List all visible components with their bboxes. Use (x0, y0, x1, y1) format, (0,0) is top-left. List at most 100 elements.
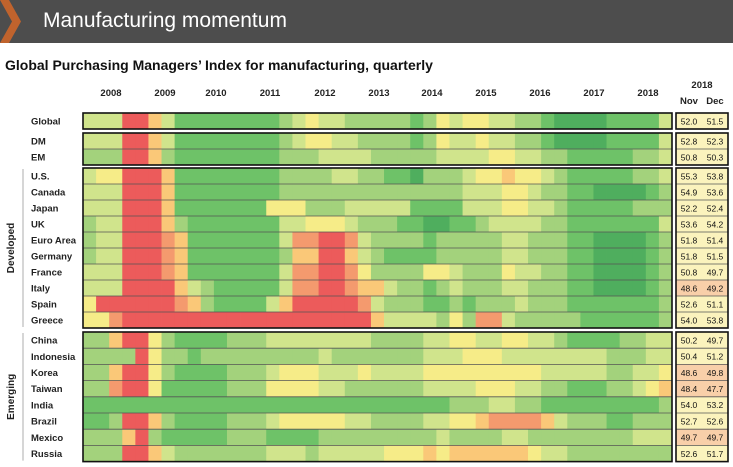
heat-cell-spain-44 (658, 296, 673, 312)
heat-cell-indonesia-22 (370, 348, 385, 365)
heat-cell-japan-44 (658, 200, 673, 216)
heat-cell-em-16 (292, 149, 306, 165)
heat-cell-germany-40 (606, 248, 621, 264)
heat-cell-u-s-43 (645, 168, 660, 184)
value-cell-taiwan (676, 380, 728, 397)
heat-cell-greece-36 (554, 312, 568, 328)
heat-cell-india-34 (528, 396, 542, 413)
heat-cell-canada-5 (148, 184, 162, 200)
heat-cell-greece-20 (344, 312, 359, 328)
heat-cell-em-7 (174, 149, 189, 165)
heat-cell-dm-10 (213, 133, 228, 149)
heat-cell-italy-36 (554, 280, 568, 296)
heat-cell-indonesia-37 (567, 348, 581, 365)
heat-cell-japan-39 (593, 200, 607, 216)
value-cell-em (676, 149, 728, 165)
heat-cell-euro-area-22 (370, 232, 385, 248)
value-dec-greece: 53.8 (707, 315, 724, 325)
heat-cell-taiwan-31 (488, 380, 503, 397)
heat-cell-taiwan-12 (240, 380, 254, 397)
heat-cell-brazil-36 (554, 413, 568, 430)
heat-cell-indonesia-4 (135, 348, 149, 365)
heat-cell-greece-41 (619, 312, 634, 328)
heat-cell-brazil-31 (488, 413, 503, 430)
heat-cell-korea-16 (292, 364, 306, 381)
heat-cell-indonesia-14 (266, 348, 280, 365)
heat-cell-greece-10 (213, 312, 228, 328)
heat-cell-mexico-9 (200, 429, 215, 446)
heat-cell-france-24 (397, 264, 411, 280)
heat-cell-germany-10 (213, 248, 228, 264)
heat-cell-canada-14 (266, 184, 280, 200)
heat-cell-global-11 (226, 113, 241, 129)
heat-cell-japan-13 (253, 200, 267, 216)
heat-cell-taiwan-15 (279, 380, 293, 397)
heat-cell-global-9 (200, 113, 215, 129)
heat-cell-uk-32 (501, 216, 516, 232)
heat-cell-canada-11 (226, 184, 241, 200)
heat-cell-canada-32 (501, 184, 516, 200)
heat-cell-germany-7 (174, 248, 189, 264)
heat-cell-brazil-30 (475, 413, 490, 430)
value-dec-russia: 51.7 (707, 449, 724, 459)
heat-cell-india-20 (344, 396, 359, 413)
value-dec-taiwan: 47.7 (707, 384, 724, 394)
heat-cell-taiwan-20 (344, 380, 359, 397)
row-label-dm: DM (31, 137, 46, 148)
heat-cell-brazil-2 (109, 413, 123, 430)
heat-cell-greece-31 (488, 312, 503, 328)
heat-cell-korea-1 (96, 364, 110, 381)
heat-cell-indonesia-1 (96, 348, 110, 365)
heat-cell-euro-area-24 (397, 232, 411, 248)
heat-cell-u-s-20 (344, 168, 359, 184)
heat-cell-france-38 (580, 264, 594, 280)
heat-cell-dm-36 (554, 133, 568, 149)
heat-cell-korea-6 (161, 364, 176, 381)
heat-cell-japan-27 (436, 200, 450, 216)
heat-cell-italy-0 (83, 280, 97, 296)
heat-cell-germany-5 (148, 248, 162, 264)
heat-cell-global-42 (632, 113, 647, 129)
heat-cell-indonesia-35 (541, 348, 555, 365)
heat-cell-korea-21 (357, 364, 372, 381)
heat-cell-germany-37 (567, 248, 581, 264)
heat-cell-france-33 (514, 264, 529, 280)
heat-cell-mexico-28 (449, 429, 463, 446)
heat-cell-greece-44 (658, 312, 673, 328)
heat-cell-canada-16 (292, 184, 306, 200)
heat-cell-germany-8 (187, 248, 202, 264)
heat-cell-dm-41 (619, 133, 634, 149)
heat-cell-global-29 (462, 113, 477, 129)
heat-cell-spain-38 (580, 296, 594, 312)
heat-cell-euro-area-37 (567, 232, 581, 248)
heat-cell-germany-29 (462, 248, 477, 264)
heat-cell-spain-6 (161, 296, 176, 312)
value-nov-korea: 48.6 (681, 368, 698, 378)
heat-cell-korea-15 (279, 364, 293, 381)
heat-cell-euro-area-34 (528, 232, 542, 248)
heat-cell-euro-area-8 (187, 232, 202, 248)
heat-cell-global-21 (357, 113, 372, 129)
heat-cell-mexico-6 (161, 429, 176, 446)
heat-cell-euro-area-28 (449, 232, 463, 248)
value-nov-japan: 52.2 (681, 203, 698, 213)
heat-cell-uk-9 (200, 216, 215, 232)
heat-cell-spain-39 (593, 296, 607, 312)
heat-cell-china-11 (226, 332, 241, 349)
heat-cell-dm-18 (318, 133, 333, 149)
heat-cell-germany-25 (410, 248, 424, 264)
heat-cell-india-38 (580, 396, 594, 413)
heat-cell-france-20 (344, 264, 359, 280)
heat-cell-india-19 (331, 396, 346, 413)
heat-cell-spain-7 (174, 296, 189, 312)
group-label-developed: Developed (6, 223, 17, 274)
heat-cell-uk-10 (213, 216, 228, 232)
heat-cell-u-s-13 (253, 168, 267, 184)
heat-cell-china-7 (174, 332, 189, 349)
heat-cell-russia-7 (174, 445, 189, 462)
heat-cell-china-26 (423, 332, 437, 349)
heat-cell-dm-11 (226, 133, 241, 149)
heat-cell-japan-4 (135, 200, 149, 216)
heat-cell-mexico-13 (253, 429, 267, 446)
heat-cell-france-17 (305, 264, 319, 280)
